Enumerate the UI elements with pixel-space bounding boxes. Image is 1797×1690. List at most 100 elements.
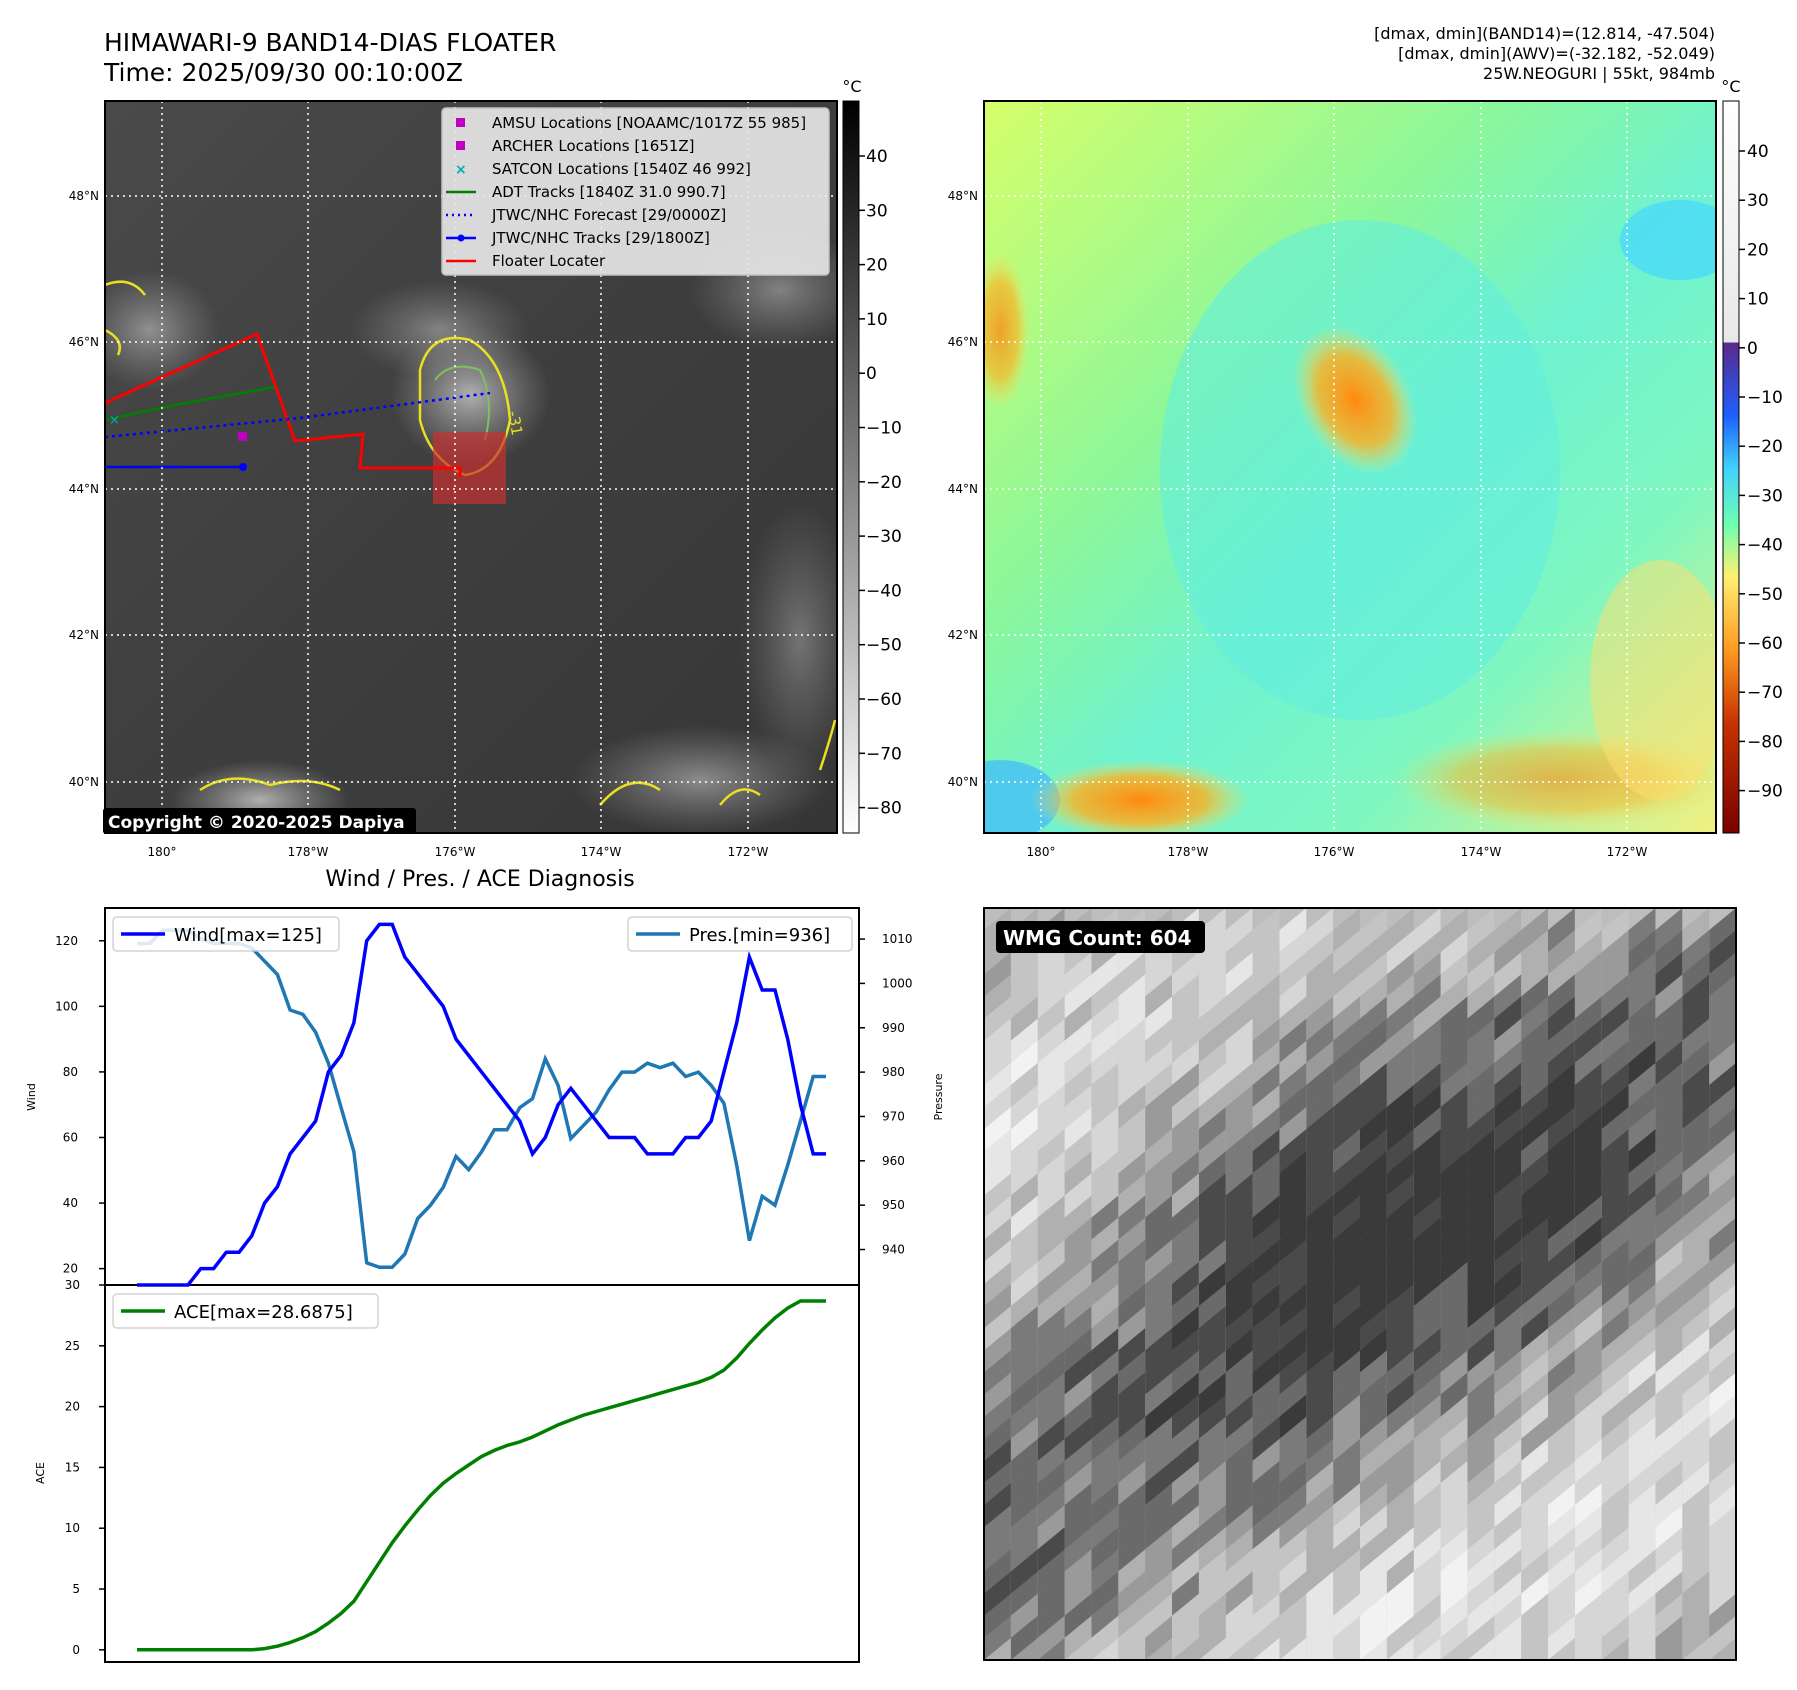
wmg-cell [1306,1483,1334,1528]
wmg-cell [1467,1416,1495,1461]
wmg-cell [1413,1372,1441,1417]
wmg-cell [1655,1637,1683,1660]
wmg-cell [1440,1438,1468,1484]
gray-tick-label: −50 [866,636,902,656]
wmg-cell [1225,1217,1253,1262]
wmg-cell [1413,1593,1441,1638]
wmg-cell [1467,1637,1495,1660]
wmg-cell [1521,1372,1548,1417]
lat-label: 42°N [69,628,99,642]
wmg-cell [1574,1615,1602,1660]
wmg-cell [1091,974,1119,1019]
wmg-cell [1091,1195,1119,1240]
wmg-cell [1333,1527,1360,1572]
wmg-cell [1494,1151,1522,1196]
wmg-cell [1360,1151,1387,1196]
wmg-cell [1628,952,1656,997]
wmg-cell [1333,996,1360,1041]
wmg-cell [1172,1195,1199,1240]
wmg-cell [1306,1195,1334,1240]
wmg-cell [1440,1129,1468,1174]
wmg-cell [1521,1438,1548,1484]
wmg-cell [1709,1483,1736,1528]
wmg-cell [1709,1195,1736,1240]
wmg-cell [1574,974,1602,1019]
wmg-cell [1628,1505,1656,1550]
wmg-cell [1574,1394,1602,1439]
wmg-cell [1172,1328,1199,1373]
wmg-cell [1279,1084,1307,1130]
wmg-cell [1494,1615,1522,1660]
wmg-cell [1279,1571,1307,1616]
wmg-cell [1172,1460,1199,1506]
wmg-cell [1064,1505,1092,1550]
wmg-cell [1413,1107,1441,1152]
wmg-cell [1333,1438,1360,1484]
wmg-cell [1118,1284,1146,1329]
wmg-cell [1628,1438,1656,1484]
wmg-cell [1655,1173,1683,1218]
wmg-cell [1601,1129,1629,1174]
wmg-cell [1548,1018,1575,1063]
wmg-cell [1574,1261,1602,1307]
wmg-cell [1709,1328,1736,1373]
wmg-cell [1467,1151,1495,1196]
wmg-cell [1306,1261,1334,1307]
wmg-cell [1440,1527,1468,1572]
wmg-cell [1601,1571,1629,1616]
wmg-cell [1064,1084,1092,1130]
wmg-cell [1467,1217,1495,1262]
wmg-cell [1306,1416,1334,1461]
wmg-cell [1279,1438,1307,1484]
wmg-cell [1145,996,1172,1041]
wmg-cell [1494,1195,1522,1240]
wmg-cell [1145,1483,1172,1528]
wmg-cell [1037,1239,1065,1284]
wmg-cell [1601,1637,1629,1660]
wmg-cell [1145,1217,1172,1262]
wmg-cell [1494,952,1522,997]
wmg-cell [1145,1460,1172,1506]
wmg-cell [1306,1527,1334,1572]
wmg-cell [1333,1261,1360,1307]
wmg-cell [1279,1018,1307,1063]
wmg-cell [1709,1549,1736,1594]
wmg-cell [1333,908,1360,953]
wmg-cell [1064,1460,1092,1506]
wmg-cell [1010,1084,1038,1130]
color-tick-label: −20 [1747,437,1783,457]
wmg-cell [1548,1306,1575,1351]
wmg-cell [984,996,1011,1041]
wmg-cell [1601,1261,1629,1307]
pressure-tick-label: 960 [882,1154,905,1168]
wmg-cell [1037,1261,1065,1307]
wmg-cell [1037,1438,1065,1484]
wmg-cell [1037,1505,1065,1550]
wmg-cell [1172,1549,1199,1594]
wmg-cell [1467,908,1495,953]
wmg-cell [1252,996,1280,1041]
wmg-cell [1709,1151,1736,1196]
wmg-cell [1709,1505,1736,1550]
wmg-cell [1467,1549,1495,1594]
wmg-cell [1360,1438,1387,1484]
pressure-tick-label: 940 [882,1243,905,1257]
wmg-cell [1413,1438,1441,1484]
info-line-3: 25W.NEOGURI | 55kt, 984mb [1483,64,1715,83]
wmg-cell [1574,1239,1602,1284]
wmg-cell [1386,1637,1414,1660]
wmg-cell [1279,1460,1307,1506]
wmg-cell [1655,1217,1683,1262]
wmg-cell [1064,1284,1092,1329]
wmg-cell [1574,1195,1602,1240]
wmg-cell [1010,1549,1038,1594]
wmg-cell [1172,974,1199,1019]
wmg-cell [1225,974,1253,1019]
wmg-cell [1010,1306,1038,1351]
wmg-cell [1037,1284,1065,1329]
wmg-cell [1521,952,1548,997]
wmg-cell [1145,952,1172,997]
wmg-cell [1225,1107,1253,1152]
wmg-cell [1386,1372,1414,1417]
wmg-cell [1682,1350,1710,1395]
